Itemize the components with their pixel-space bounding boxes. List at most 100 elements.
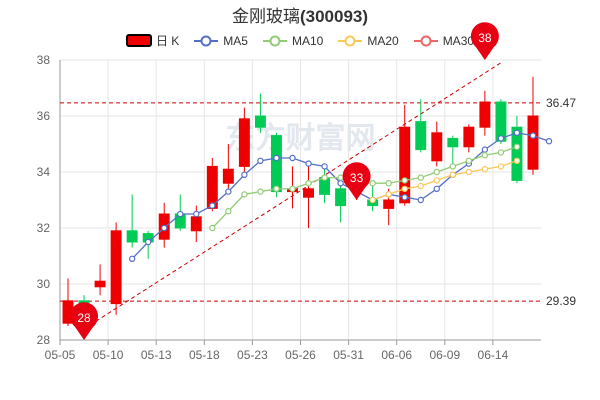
- ma-point-ma10: [401, 177, 408, 184]
- legend-candle-swatch: [125, 34, 152, 47]
- legend-line-swatch: [413, 35, 438, 46]
- y-tick-label: 34: [37, 165, 51, 179]
- ma-point-ma5: [128, 255, 136, 262]
- ma-point-ma5: [193, 210, 200, 218]
- x-tick-label: 05-18: [189, 348, 220, 362]
- candle-body: [335, 188, 347, 207]
- candle-body: [222, 168, 234, 184]
- candle: [463, 124, 475, 153]
- ma-point-ma20: [481, 165, 489, 173]
- candle-body: [463, 126, 475, 148]
- min-marker-label: 28: [77, 311, 91, 325]
- ma-point-ma10: [481, 151, 489, 159]
- callout-marker-label: 33: [350, 171, 364, 185]
- ma-point-ma5: [401, 193, 408, 201]
- legend-item-daily-k[interactable]: 日 K: [125, 32, 180, 49]
- candle: [431, 121, 443, 167]
- ma-point-ma10: [433, 168, 440, 176]
- chart-legend[interactable]: 日 K MA5 MA10 MA20 MA30: [0, 32, 600, 49]
- candle: [94, 264, 106, 296]
- ma-point-ma5: [321, 163, 328, 170]
- legend-label: 日 K: [155, 34, 180, 48]
- ma-point-ma5: [144, 238, 152, 246]
- candle: [479, 90, 491, 136]
- y-tick-label: 32: [37, 221, 51, 235]
- ma-point-ma10: [209, 224, 216, 232]
- legend-label: MA20: [367, 33, 399, 48]
- chart-title: 金刚玻璃(300093): [0, 2, 600, 27]
- candle-body: [415, 121, 427, 151]
- legend-item-ma5[interactable]: MA5: [193, 34, 248, 48]
- x-tick-label: 06-06: [381, 348, 412, 362]
- ma-point-ma5: [497, 135, 505, 142]
- ma-point-ma10: [337, 174, 344, 181]
- stock-name: 金刚玻璃: [231, 7, 300, 26]
- ma-point-ma20: [449, 171, 457, 178]
- x-tick-label: 05-26: [285, 348, 316, 362]
- x-tick-label: 06-09: [429, 348, 460, 362]
- ma-point-ma10: [417, 174, 424, 181]
- ma-point-ma10: [257, 188, 264, 195]
- ma-point-ma10: [225, 207, 232, 215]
- max-marker-shape: [470, 22, 499, 60]
- ma-point-ma10: [369, 179, 376, 187]
- ma-point-ma5: [273, 154, 280, 162]
- candle-body: [527, 115, 539, 170]
- ma-point-ma10: [241, 191, 248, 198]
- callout-marker-shape: [342, 162, 371, 200]
- candle-body: [431, 132, 443, 162]
- legend-line-swatch: [262, 35, 287, 46]
- ma-point-ma5: [337, 179, 344, 187]
- ma-point-ma5: [513, 129, 521, 136]
- legend-label: MA10: [291, 33, 324, 48]
- ma-point-ma20: [369, 196, 376, 204]
- legend-item-ma10[interactable]: MA10: [262, 34, 323, 48]
- candle: [527, 76, 539, 175]
- ma-point-ma20: [513, 157, 521, 164]
- candle: [110, 222, 122, 315]
- candle: [222, 144, 234, 189]
- candle-body: [511, 126, 523, 181]
- ma-point-ma10: [465, 157, 473, 164]
- candle: [447, 135, 459, 167]
- candle-body: [126, 230, 138, 243]
- ma-point-ma20: [385, 191, 392, 198]
- y-tick-label: 30: [37, 277, 51, 291]
- ma-point-ma10: [497, 149, 505, 156]
- legend-line-swatch: [338, 35, 363, 46]
- callout-marker: 33: [342, 162, 371, 200]
- ma-point-ma5: [257, 157, 264, 164]
- max-marker-label: 38: [478, 31, 492, 45]
- candle: [319, 169, 331, 203]
- x-tick-label: 06-14: [478, 348, 509, 362]
- candle: [238, 107, 250, 172]
- candle-body: [94, 280, 106, 288]
- ma-point-ma5: [433, 185, 440, 192]
- candle-body: [110, 230, 122, 305]
- legend-item-ma20[interactable]: MA20: [337, 33, 399, 48]
- candle-body: [238, 118, 250, 167]
- candle-body: [479, 101, 491, 128]
- legend-item-ma30[interactable]: MA30: [413, 34, 474, 48]
- candle-body: [254, 115, 266, 128]
- ma-point-ma20: [401, 185, 408, 192]
- min-marker-shape: [70, 302, 99, 340]
- ma-point-ma20: [433, 177, 440, 184]
- y-tick-label: 38: [37, 53, 51, 67]
- legend-label: MA30: [442, 33, 475, 48]
- ma-point-ma10: [321, 174, 328, 181]
- legend-label: MA5: [223, 33, 248, 48]
- ref-line-label: 36.47: [546, 96, 576, 110]
- candle: [303, 160, 314, 228]
- candle-body: [399, 126, 411, 204]
- candle-body: [447, 137, 459, 148]
- ma-point-ma5: [305, 160, 312, 167]
- ma-point-ma5: [289, 154, 296, 162]
- ma-point-ma5: [417, 196, 424, 204]
- candle: [126, 194, 138, 248]
- max-marker: 38: [470, 22, 499, 60]
- y-tick-label: 36: [37, 109, 51, 123]
- ma-point-ma5: [545, 137, 553, 145]
- y-tick-label: 28: [37, 333, 51, 347]
